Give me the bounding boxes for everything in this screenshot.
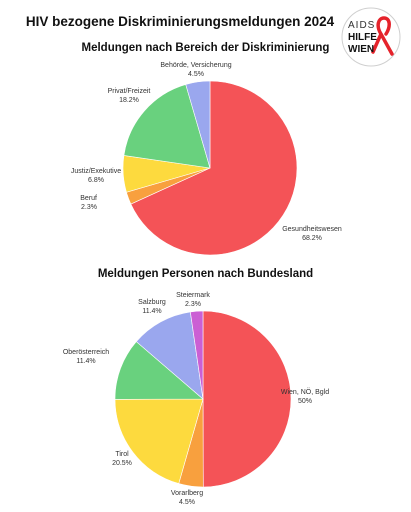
slice-value-beruf: 2.3% [81, 204, 97, 211]
slice-value-salzburg: 11.4% [142, 308, 161, 315]
pie-chart-bereich: Gesundheitswesen 68.2% Beruf 2.3% Justiz/Exe… [71, 62, 342, 256]
slice-value-wien-noe-bgld: 50% [298, 398, 312, 405]
chart2-title: Meldungen Personen nach Bundesland [97, 268, 314, 280]
slice-value-oberoesterreich: 11.4% [76, 358, 95, 365]
pie-slice-gesundheitswesen [130, 80, 298, 256]
chart1-title: Meldungen nach Bereich der Diskriminieru… [81, 42, 330, 54]
page-title: HIV bezogene Diskriminierungsmeldungen 2… [25, 14, 335, 29]
pie-slice-tirol [114, 398, 204, 484]
pie-slice-salzburg [135, 311, 204, 400]
slice-label-tirol: Tirol [115, 451, 129, 458]
slice-value-justiz-exekutive: 6.8% [88, 177, 104, 184]
slice-label-vorarlberg: Vorarlberg [171, 490, 203, 497]
slice-label-salzburg: Salzburg [138, 299, 166, 306]
logo-line-hilfe: HILFE [348, 32, 377, 43]
pie-chart-bundesland: Wien, NÖ, Bgld 50% Vorarlberg 4.5% Tirol 20.5… [63, 292, 329, 506]
slice-value-gesundheitswesen: 68.2% [302, 235, 322, 242]
aids-hilfe-wien-logo: AIDS HILFE WIEN [341, 7, 401, 67]
slice-value-vorarlberg: 4.5% [179, 499, 195, 506]
slice-label-justiz-exekutive: Justiz/Exekutive [71, 168, 121, 175]
slice-label-beruf: Beruf [80, 195, 97, 202]
slice-label-wien-noe-bgld: Wien, NÖ, Bgld [281, 388, 329, 396]
slice-value-steiermark: 2.3% [185, 301, 201, 308]
slice-label-gesundheitswesen: Gesundheitswesen [282, 226, 342, 233]
slice-label-steiermark: Steiermark [176, 292, 210, 299]
logo-line-wien: WIEN [348, 44, 374, 55]
slice-label-oberoesterreich: Oberösterreich [63, 349, 109, 356]
pie-slice-behoerde-versicherung [185, 80, 211, 169]
slice-value-behoerde-versicherung: 4.5% [188, 71, 204, 78]
slice-label-behoerde-versicherung: Behörde, Versicherung [160, 62, 231, 69]
pie-slice-oberoesterreich [114, 341, 204, 400]
pie-slice-wien-noe-bgld [202, 310, 292, 488]
red-ribbon-icon [371, 16, 394, 56]
pie-slice-privat-freizeit [123, 84, 211, 169]
slice-value-tirol: 20.5% [112, 460, 132, 467]
logo-line-aids: AIDS [348, 20, 375, 31]
slice-label-privat-freizeit: Privat/Freizeit [108, 88, 151, 95]
slice-value-privat-freizeit: 18.2% [119, 97, 139, 104]
pie-slice-steiermark [189, 310, 204, 400]
